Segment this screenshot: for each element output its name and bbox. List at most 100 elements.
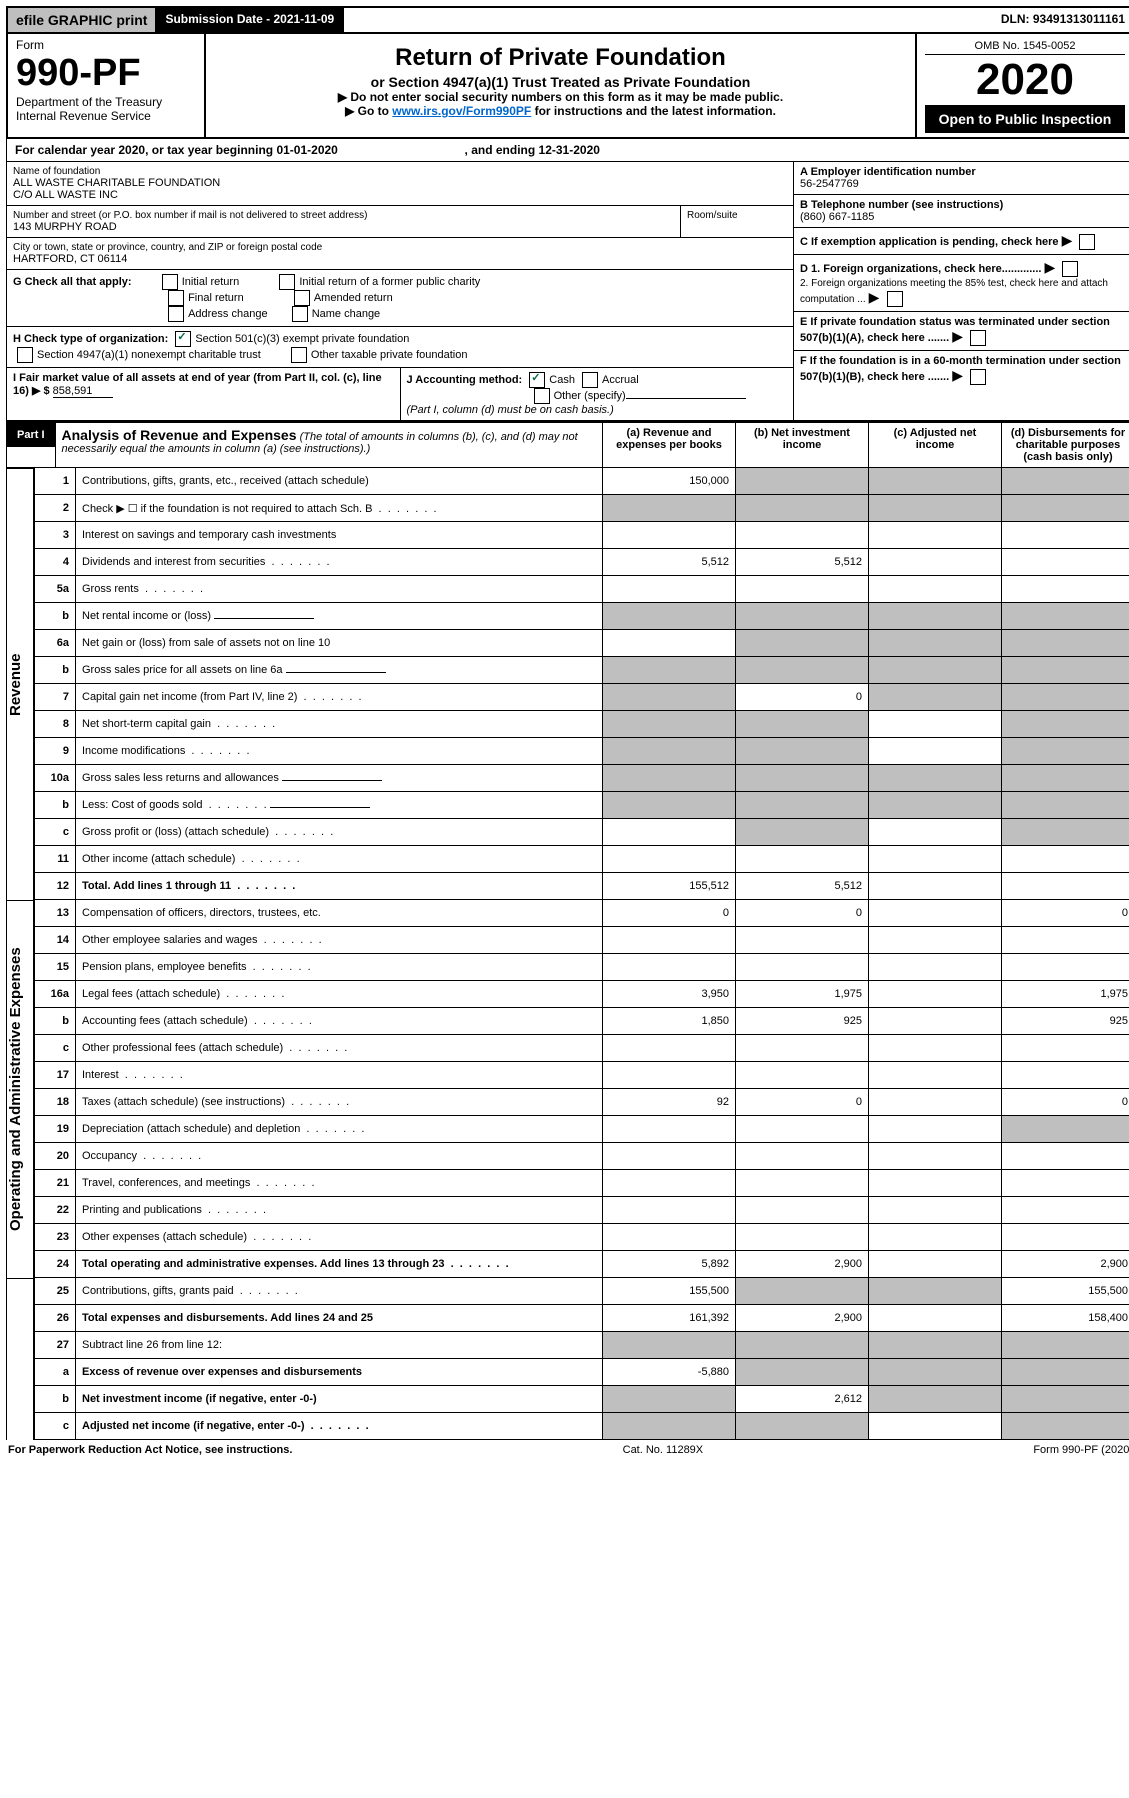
table-cell xyxy=(736,954,869,981)
table-cell xyxy=(1002,1062,1129,1089)
line-description: Printing and publications . . . . . . . xyxy=(76,1197,603,1224)
cat-number: Cat. No. 11289X xyxy=(623,1444,704,1456)
table-cell xyxy=(736,495,869,522)
table-cell xyxy=(736,792,869,819)
table-cell xyxy=(869,1143,1002,1170)
line-description: Accounting fees (attach schedule) . . . … xyxy=(76,1008,603,1035)
checkbox-f[interactable] xyxy=(970,369,986,385)
table-row: c Gross profit or (loss) (attach schedul… xyxy=(35,819,1129,846)
table-cell xyxy=(1002,1332,1129,1359)
table-cell xyxy=(869,684,1002,711)
table-cell xyxy=(603,1332,736,1359)
line-description: Total expenses and disbursements. Add li… xyxy=(76,1305,603,1332)
table-cell xyxy=(1002,711,1129,738)
line-number: 21 xyxy=(35,1170,76,1197)
checkbox-other-method[interactable] xyxy=(534,388,550,404)
paperwork-notice: For Paperwork Reduction Act Notice, see … xyxy=(8,1444,292,1456)
table-cell xyxy=(736,711,869,738)
table-cell xyxy=(736,765,869,792)
checkbox-4947[interactable] xyxy=(17,347,33,363)
checkbox-e[interactable] xyxy=(970,330,986,346)
table-cell xyxy=(869,1170,1002,1197)
checkbox-initial-former[interactable] xyxy=(279,274,295,290)
table-cell xyxy=(603,1143,736,1170)
table-row: b Less: Cost of goods sold . . . . . . . xyxy=(35,792,1129,819)
table-cell: 92 xyxy=(603,1089,736,1116)
line-description: Other professional fees (attach schedule… xyxy=(76,1035,603,1062)
line-number: b xyxy=(35,657,76,684)
table-cell: 1,850 xyxy=(603,1008,736,1035)
checkbox-final-return[interactable] xyxy=(168,290,184,306)
table-cell: 155,500 xyxy=(603,1278,736,1305)
col-c-header: (c) Adjusted net income xyxy=(869,423,1002,467)
table-cell xyxy=(1002,1224,1129,1251)
identity-grid: Name of foundation ALL WASTE CHARITABLE … xyxy=(6,162,1129,421)
form-label: Form xyxy=(16,38,196,52)
line-description: Taxes (attach schedule) (see instruction… xyxy=(76,1089,603,1116)
line-description: Interest on savings and temporary cash i… xyxy=(76,522,603,549)
line-description: Net investment income (if negative, ente… xyxy=(76,1386,603,1413)
foundation-name-2: C/O ALL WASTE INC xyxy=(13,189,787,201)
table-cell: 5,512 xyxy=(736,873,869,900)
table-cell xyxy=(603,684,736,711)
table-cell xyxy=(603,1170,736,1197)
checkbox-d1[interactable] xyxy=(1062,261,1078,277)
table-cell xyxy=(869,1332,1002,1359)
top-bar: efile GRAPHIC print Submission Date - 20… xyxy=(6,6,1129,34)
line-number: b xyxy=(35,603,76,630)
table-cell xyxy=(603,1197,736,1224)
checkbox-d2[interactable] xyxy=(887,291,903,307)
table-row: 19 Depreciation (attach schedule) and de… xyxy=(35,1116,1129,1143)
table-cell xyxy=(736,1278,869,1305)
line-number: 25 xyxy=(35,1278,76,1305)
table-cell xyxy=(1002,846,1129,873)
table-cell xyxy=(736,522,869,549)
line-description: Pension plans, employee benefits . . . .… xyxy=(76,954,603,981)
table-cell xyxy=(1002,495,1129,522)
g-label: G Check all that apply: xyxy=(13,276,132,288)
table-cell xyxy=(736,603,869,630)
table-cell xyxy=(869,1386,1002,1413)
line-number: c xyxy=(35,819,76,846)
checkbox-501c3[interactable] xyxy=(175,331,191,347)
checkbox-address-change[interactable] xyxy=(168,306,184,322)
submission-date: Submission Date - 2021-11-09 xyxy=(157,8,344,32)
table-row: 16a Legal fees (attach schedule) . . . .… xyxy=(35,981,1129,1008)
form990pf-link[interactable]: www.irs.gov/Form990PF xyxy=(392,104,531,118)
checkbox-accrual[interactable] xyxy=(582,372,598,388)
open-inspection-badge: Open to Public Inspection xyxy=(925,105,1125,133)
table-cell xyxy=(1002,1359,1129,1386)
j-note: (Part I, column (d) must be on cash basi… xyxy=(407,404,614,416)
table-row: 18 Taxes (attach schedule) (see instruct… xyxy=(35,1089,1129,1116)
checkbox-c[interactable] xyxy=(1079,234,1095,250)
checkbox-amended-return[interactable] xyxy=(294,290,310,306)
line-description: Net short-term capital gain . . . . . . … xyxy=(76,711,603,738)
table-cell xyxy=(736,846,869,873)
line-number: 5a xyxy=(35,576,76,603)
line-description: Interest . . . . . . . xyxy=(76,1062,603,1089)
checkbox-name-change[interactable] xyxy=(292,306,308,322)
table-cell xyxy=(869,630,1002,657)
table-row: b Net investment income (if negative, en… xyxy=(35,1386,1129,1413)
header-row: Form 990-PF Department of the Treasury I… xyxy=(6,34,1129,139)
table-cell xyxy=(736,1359,869,1386)
table-row: 12 Total. Add lines 1 through 11 . . . .… xyxy=(35,873,1129,900)
line-description: Total. Add lines 1 through 11 . . . . . … xyxy=(76,873,603,900)
checkbox-other-taxable[interactable] xyxy=(291,347,307,363)
line-number: 22 xyxy=(35,1197,76,1224)
line-description: Occupancy . . . . . . . xyxy=(76,1143,603,1170)
table-cell xyxy=(869,1251,1002,1278)
table-cell xyxy=(603,576,736,603)
efile-print-button[interactable]: efile GRAPHIC print xyxy=(8,8,157,32)
table-row: 15 Pension plans, employee benefits . . … xyxy=(35,954,1129,981)
checkbox-initial-return[interactable] xyxy=(162,274,178,290)
table-cell xyxy=(1002,1170,1129,1197)
revenue-section: Revenue 1 Contributions, gifts, grants, … xyxy=(6,468,1129,900)
table-cell xyxy=(869,846,1002,873)
table-cell xyxy=(1002,576,1129,603)
telephone: (860) 667-1185 xyxy=(800,211,1127,223)
line-number: b xyxy=(35,1386,76,1413)
table-cell xyxy=(869,1197,1002,1224)
table-cell xyxy=(736,1035,869,1062)
checkbox-cash[interactable] xyxy=(529,372,545,388)
